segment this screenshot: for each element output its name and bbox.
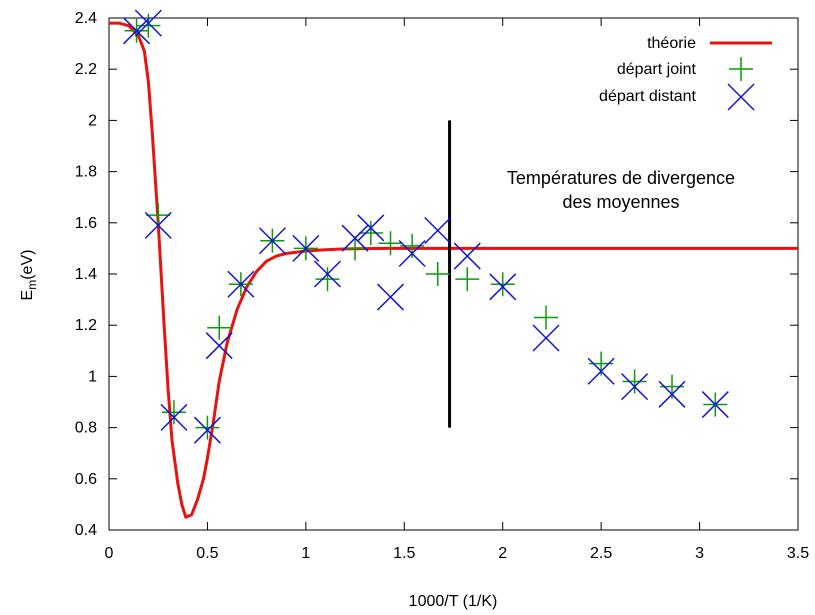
depart-distant-point bbox=[701, 391, 729, 419]
x-tick-label: 0 bbox=[105, 545, 114, 562]
depart-distant-point-b bbox=[532, 324, 560, 352]
y-axis-label-main: E bbox=[19, 290, 36, 301]
depart-distant-point-b bbox=[587, 357, 615, 385]
x-tick-label: 2.5 bbox=[590, 545, 612, 562]
depart-distant-point bbox=[398, 239, 426, 268]
depart-distant-point-b bbox=[701, 391, 729, 419]
depart-distant-point bbox=[313, 260, 342, 288]
depart-distant-point bbox=[376, 283, 405, 311]
depart-distant-point-b bbox=[453, 242, 481, 270]
y-tick-label: 2.4 bbox=[75, 10, 97, 27]
y-axis-label-unit: (eV) bbox=[19, 250, 36, 280]
depart-joint-point bbox=[455, 267, 480, 292]
depart-joint-point bbox=[315, 267, 340, 292]
legend-swatch-depart-joint bbox=[729, 57, 753, 81]
depart-joint-point bbox=[378, 231, 403, 256]
x-tick-label: 1.5 bbox=[393, 545, 415, 562]
depart-distant-point bbox=[292, 234, 320, 262]
depart-distant-point bbox=[134, 9, 162, 37]
depart-distant-point bbox=[160, 403, 188, 431]
x-axis-label: 1000/T (1/K) bbox=[409, 593, 498, 610]
depart-distant-point-b bbox=[160, 403, 188, 431]
depart-distant-point-b bbox=[193, 416, 221, 444]
x-tick-label: 1 bbox=[301, 545, 310, 562]
depart-joint-point bbox=[136, 13, 161, 38]
depart-joint-point bbox=[343, 236, 368, 261]
depart-distant-point-b bbox=[134, 9, 162, 37]
depart-joint-point bbox=[207, 315, 232, 340]
depart-joint-point bbox=[161, 400, 186, 425]
y-tick-label: 1 bbox=[88, 368, 97, 385]
y-tick-label: 1.2 bbox=[75, 317, 97, 334]
x-tick-label: 2 bbox=[498, 545, 507, 562]
legend-label-depart-joint: départ joint bbox=[617, 61, 697, 78]
legend-label-theorie: théorie bbox=[647, 35, 696, 52]
depart-joint-point bbox=[146, 203, 171, 228]
x-tick-label: 0.5 bbox=[196, 545, 218, 562]
depart-distant-point bbox=[489, 273, 517, 301]
depart-distant-point-b bbox=[227, 270, 255, 298]
depart-joint-point bbox=[195, 415, 220, 440]
depart-distant-point-b bbox=[292, 234, 320, 262]
depart-distant-point bbox=[621, 373, 649, 401]
depart-distant-point bbox=[193, 416, 221, 444]
y-tick-label: 0.8 bbox=[75, 420, 97, 437]
depart-joint-point bbox=[358, 221, 383, 246]
depart-distant-point-b bbox=[258, 227, 286, 255]
y-axis-ticks: 0.4 0.6 0.8 1 1.2 1.4 1.6 1.8 2 2.2 2.4 bbox=[75, 10, 798, 539]
depart-joint-point bbox=[425, 262, 450, 286]
y-tick-label: 2 bbox=[88, 112, 97, 129]
y-axis-label-subscript: m bbox=[25, 280, 39, 290]
depart-joint-point bbox=[622, 369, 647, 394]
y-axis-label: Em(eV) bbox=[19, 250, 39, 301]
depart-distant-point-b bbox=[313, 260, 342, 288]
depart-distant-point-b bbox=[398, 239, 426, 268]
y-tick-label: 0.6 bbox=[75, 471, 97, 488]
depart-distant-point-b bbox=[424, 216, 452, 245]
annotation-line-2: des moyennes bbox=[562, 192, 679, 212]
depart-distant-point-b bbox=[357, 214, 385, 242]
y-tick-label: 0.4 bbox=[75, 522, 97, 539]
y-tick-label: 2.2 bbox=[75, 61, 97, 78]
depart-distant-point bbox=[357, 214, 385, 242]
depart-distant-point bbox=[587, 357, 615, 385]
x-axis-ticks: 0 0.5 1 1.5 2 2.5 3 3.5 bbox=[105, 18, 809, 562]
depart-distant-point bbox=[424, 216, 452, 245]
depart-distant-point-b bbox=[144, 211, 172, 239]
x-tick-label: 3.5 bbox=[787, 545, 809, 562]
depart-distant-point bbox=[123, 17, 151, 45]
legend-label-depart-distant: départ distant bbox=[599, 88, 697, 105]
depart-distant-point-b bbox=[489, 273, 517, 301]
legend: théorie départ joint départ distant bbox=[599, 35, 772, 111]
depart-distant-point bbox=[453, 242, 481, 270]
annotation-line-1: Températures de divergence bbox=[507, 168, 735, 188]
depart-distant-point-b bbox=[621, 373, 649, 401]
y-tick-label: 1.8 bbox=[75, 164, 97, 181]
depart-distant-point bbox=[258, 227, 286, 255]
depart-distant-point-b bbox=[376, 283, 405, 311]
depart-distant-point bbox=[205, 332, 233, 360]
depart-joint-point bbox=[534, 305, 559, 330]
y-tick-label: 1.4 bbox=[75, 266, 97, 283]
depart-distant-point-b bbox=[341, 224, 369, 252]
depart-distant-point-b bbox=[123, 17, 151, 45]
depart-distant-point bbox=[658, 380, 686, 408]
depart-distant-point bbox=[227, 270, 255, 298]
depart-distant-point bbox=[144, 211, 172, 239]
legend-swatch-depart-distant bbox=[727, 83, 755, 111]
x-tick-label: 3 bbox=[695, 545, 704, 562]
depart-distant-point-b bbox=[658, 380, 686, 408]
depart-distant-point bbox=[532, 324, 560, 352]
depart-distant-point bbox=[341, 224, 369, 252]
y-tick-label: 1.6 bbox=[75, 215, 97, 232]
series-depart-distant bbox=[123, 9, 729, 444]
depart-joint-point bbox=[490, 272, 515, 297]
depart-distant-point-b bbox=[205, 332, 233, 360]
